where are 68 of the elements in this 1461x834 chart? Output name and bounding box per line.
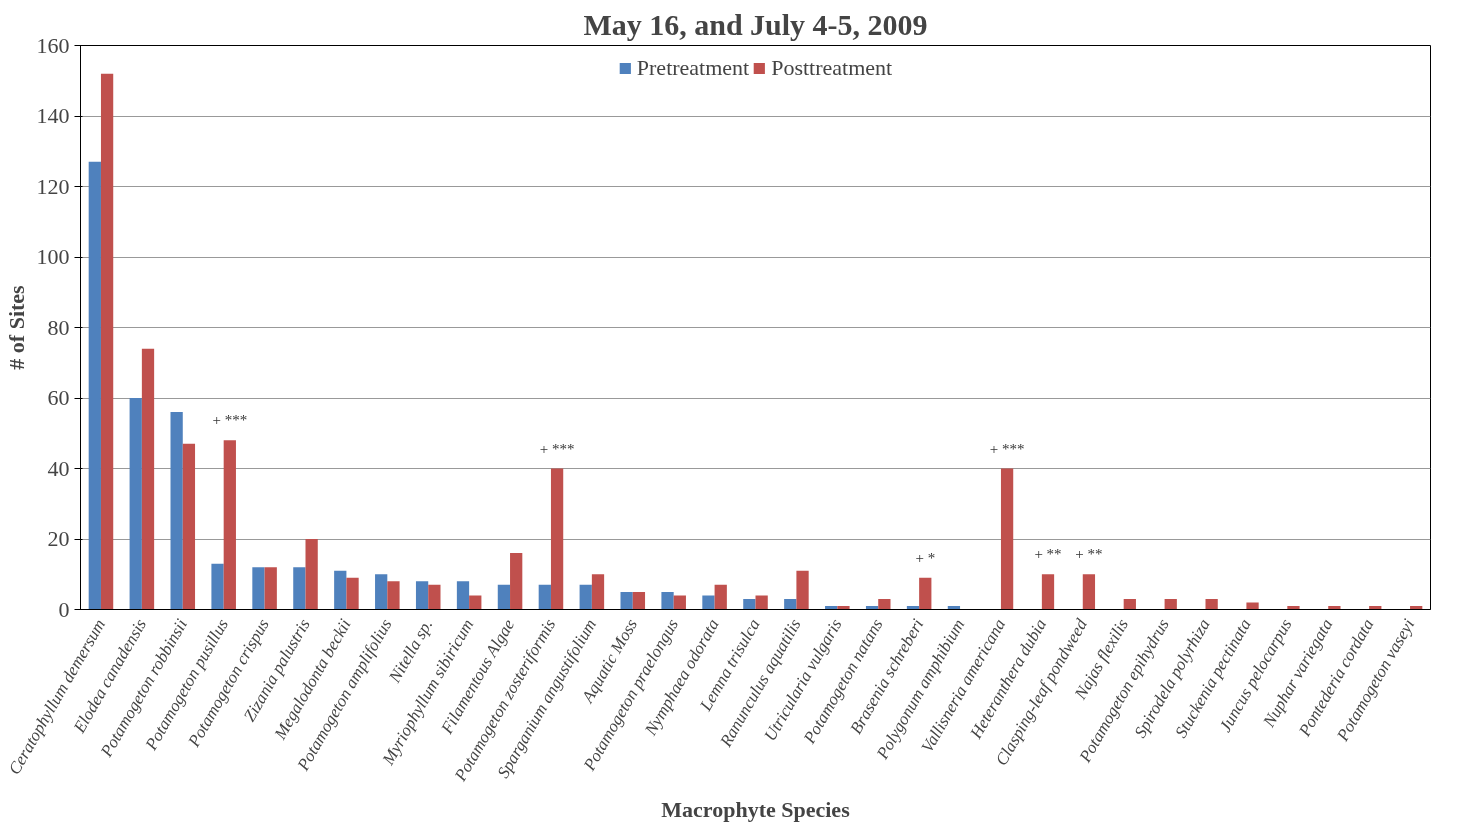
- bar: [100, 73, 114, 610]
- bar: [1287, 605, 1300, 610]
- bar: [1205, 598, 1218, 610]
- bar: [182, 443, 196, 610]
- bar: [1164, 598, 1177, 610]
- bar: [538, 584, 551, 610]
- bar: [415, 581, 429, 610]
- bar: [1246, 602, 1259, 610]
- bar: [878, 598, 891, 610]
- bar: [305, 539, 318, 610]
- y-tick-label: 160: [36, 32, 70, 58]
- bar: [375, 574, 388, 610]
- bar: [620, 591, 633, 610]
- bar: [796, 570, 809, 610]
- bar: [141, 348, 155, 610]
- bar: [714, 584, 727, 610]
- bar: [456, 581, 470, 610]
- bar: [346, 577, 359, 610]
- y-tick-label: 60: [47, 385, 70, 410]
- y-tick-label: 80: [47, 314, 70, 340]
- bar: [510, 553, 523, 610]
- bar: [293, 567, 306, 610]
- bar: [129, 398, 142, 610]
- chart-title: May 16, and July 4-5, 2009: [583, 7, 928, 41]
- annotation: + ***: [212, 412, 248, 429]
- bar: [88, 161, 101, 610]
- bar: [170, 412, 183, 610]
- bar: [837, 605, 850, 610]
- bar: [743, 598, 756, 610]
- legend-label: Posttreatment: [771, 55, 893, 81]
- bar: [1123, 598, 1136, 610]
- bar: [673, 595, 686, 610]
- x-axis-title: Macrophyte Species: [661, 797, 851, 823]
- bar: [755, 595, 768, 610]
- bar: [591, 574, 605, 610]
- annotation: + **: [1034, 546, 1062, 563]
- bar: [497, 584, 511, 610]
- y-tick-label: 40: [47, 455, 70, 481]
- annotation: + ***: [989, 440, 1025, 457]
- bar: [223, 440, 236, 610]
- bar: [661, 591, 674, 610]
- bar: [550, 468, 564, 610]
- bar: [1082, 574, 1096, 610]
- bar: [784, 598, 797, 610]
- bar: [387, 581, 400, 610]
- y-tick-label: 120: [36, 173, 70, 199]
- bar: [1328, 605, 1341, 610]
- y-tick-label: 20: [47, 526, 70, 551]
- annotation: + **: [1075, 546, 1103, 563]
- bar: [579, 584, 592, 610]
- annotation: + ***: [539, 440, 575, 457]
- y-tick-label: 140: [36, 103, 70, 128]
- annotation: + *: [915, 549, 936, 566]
- bar: [428, 584, 441, 610]
- bar: [702, 595, 715, 610]
- bar: [211, 563, 224, 610]
- bar: [1000, 468, 1014, 610]
- bar: [1041, 574, 1055, 610]
- bar: [919, 577, 932, 610]
- bar: [632, 591, 646, 610]
- legend-label: Pretreatment: [636, 55, 750, 81]
- bar: [334, 570, 347, 610]
- y-tick-label: 0: [58, 596, 70, 622]
- y-tick-label: 100: [36, 244, 70, 269]
- y-axis-title: # of Sites: [3, 284, 29, 370]
- bar: [469, 595, 482, 610]
- bar: [252, 567, 265, 610]
- bar: [264, 567, 277, 610]
